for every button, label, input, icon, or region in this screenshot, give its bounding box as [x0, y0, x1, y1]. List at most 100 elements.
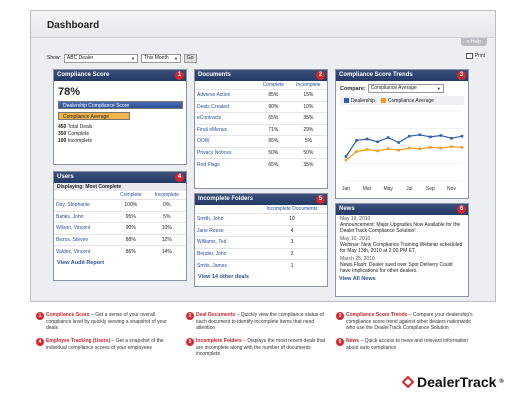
- series-line-average: [345, 146, 463, 161]
- users-name-header: [54, 191, 114, 200]
- news-item[interactable]: May 19, 2010 Announcement: Major Upgrades…: [336, 215, 468, 235]
- go-button[interactable]: Go: [183, 53, 197, 63]
- users-panel: Users 4 Displaying: Most Complete Comple…: [53, 171, 187, 281]
- user-complete: 95%: [114, 210, 148, 223]
- news-item[interactable]: March 25, 2010 News Flash: Dealer sued ov…: [336, 255, 468, 275]
- feature-note: 5 Incomplete Folders – Displays the most …: [186, 338, 326, 358]
- stat-count: 350: [58, 131, 67, 137]
- number-badge: 1: [36, 312, 44, 320]
- document-name-link[interactable]: Red Flags: [195, 158, 257, 170]
- document-name-link[interactable]: Adverse Action: [195, 89, 257, 101]
- user-name-link[interactable]: Valdez, Vincent: [54, 245, 114, 257]
- x-tick-label: Nov: [447, 186, 456, 192]
- number-badge: 5: [316, 195, 325, 204]
- folder-name-link[interactable]: Smits, James: [195, 259, 257, 271]
- compare-select[interactable]: Compliance Average ▼: [367, 84, 444, 93]
- document-complete: 71%: [257, 123, 290, 136]
- note-text: – Get a snapshot of the individual compl…: [46, 338, 164, 351]
- document-name-link[interactable]: OOW: [195, 135, 257, 147]
- stat-label: Complete: [67, 131, 90, 137]
- note-text: – Displays the most recent deals that ar…: [196, 338, 326, 357]
- average-swatch: [380, 97, 386, 103]
- help-button[interactable]: ▾ Help: [460, 38, 487, 46]
- filter-toolbar: Show: ABC Dealer ▼ This Month ▼ Go: [47, 52, 197, 64]
- folders-count-header: Incomplete Documents: [266, 206, 318, 212]
- user-complete: 100%: [114, 199, 148, 211]
- document-name-link[interactable]: Privacy Notices: [195, 146, 257, 159]
- document-name-link[interactable]: Deals Created: [195, 100, 257, 113]
- chevron-down-icon: ▼: [436, 86, 441, 91]
- data-point: [407, 146, 411, 150]
- user-name-link[interactable]: Wilson, Vincent: [54, 222, 114, 234]
- x-tick-label: Jan: [342, 186, 350, 192]
- folder-name-link[interactable]: Bender, John: [195, 247, 257, 260]
- document-incomplete: 35%: [289, 112, 327, 124]
- number-badge: 3: [457, 71, 466, 80]
- dealer-select[interactable]: ABC Dealer ▼: [63, 53, 138, 63]
- document-name-link[interactable]: eContracts: [195, 112, 257, 124]
- document-complete: 65%: [257, 158, 290, 170]
- user-incomplete: 5%: [147, 210, 186, 223]
- table-row: Bender, John 2: [195, 247, 327, 260]
- view-all-news-link[interactable]: View All News: [339, 276, 376, 282]
- document-complete: 90%: [257, 100, 290, 113]
- print-button[interactable]: Print: [465, 53, 485, 59]
- series-line-dealership: [345, 134, 463, 157]
- legend-label: Dealership: [351, 97, 375, 104]
- data-point: [386, 136, 390, 139]
- folder-name-link[interactable]: Jane Reese: [195, 224, 257, 237]
- note-title: Compliance Score: [46, 312, 90, 318]
- legend-label: Compliance Average: [387, 97, 434, 104]
- note-text: – Quick access to news and relevant info…: [346, 338, 469, 351]
- user-incomplete: 12%: [147, 233, 186, 246]
- folders-table: Incomplete Documents Smith, John 10 Jane R…: [195, 205, 327, 271]
- table-row: Day, Stephanie 100% 0%: [54, 199, 186, 211]
- data-point: [344, 155, 348, 158]
- user-name-link[interactable]: Banks, John: [54, 210, 114, 223]
- trends-panel: Compliance Score Trends 3 Compare: Compl…: [335, 69, 469, 199]
- chevron-down-icon: ▼: [173, 55, 178, 61]
- user-name-link[interactable]: Day, Stephanie: [54, 199, 114, 211]
- view-audit-report-link[interactable]: View Audit Report: [57, 260, 105, 266]
- data-point: [418, 133, 422, 137]
- dealer-score-bar: Dealership Compliance Score: [58, 101, 183, 109]
- document-incomplete: 50%: [289, 146, 327, 159]
- number-badge: 4: [36, 338, 44, 346]
- trends-title: Compliance Score Trends: [339, 72, 413, 78]
- folder-count: 4: [257, 224, 327, 237]
- note-text: – Quickly view the compliance status of …: [196, 312, 324, 331]
- data-point: [439, 134, 443, 137]
- user-incomplete: 10%: [147, 222, 186, 234]
- view-other-deals-link[interactable]: View 14 other deals: [198, 274, 249, 280]
- document-complete: 65%: [257, 112, 290, 124]
- user-incomplete: 0%: [147, 199, 186, 211]
- user-complete: 88%: [114, 233, 148, 246]
- table-row: Bezos, Steven 88% 12%: [54, 233, 186, 246]
- data-point: [439, 146, 443, 150]
- chevron-down-icon: ▼: [130, 55, 135, 61]
- document-incomplete: 15%: [289, 89, 327, 101]
- data-point: [397, 148, 401, 152]
- table-row: Red Flags 65% 35%: [195, 158, 327, 170]
- document-incomplete: 5%: [289, 135, 327, 147]
- user-name-link[interactable]: Bezos, Steven: [54, 233, 114, 246]
- period-select[interactable]: This Month ▼: [140, 53, 181, 63]
- table-row: Deals Created 90% 10%: [195, 100, 327, 113]
- users-incomplete-header: Incomplete: [154, 192, 180, 198]
- data-point: [376, 140, 379, 144]
- folder-name-link[interactable]: Smith, John: [195, 213, 257, 225]
- table-row: Smits, James 1: [195, 259, 327, 271]
- news-item[interactable]: May 10, 2010 Webinar: New Compliance Trai…: [336, 235, 468, 255]
- document-incomplete: 10%: [289, 100, 327, 113]
- document-name-link[interactable]: Final eMenus: [195, 123, 257, 136]
- x-tick-label: May: [383, 186, 393, 192]
- compliance-score-title: Compliance Score: [57, 72, 110, 78]
- documents-incomplete-header: Incomplete: [296, 82, 321, 88]
- data-point: [355, 139, 358, 142]
- documents-complete-header: Complete: [262, 82, 285, 88]
- folder-name-link[interactable]: Williams, Ted: [195, 236, 257, 248]
- document-complete: 85%: [257, 89, 290, 101]
- incomplete-folders-panel: Incomplete Folders 5 Incomplete Document…: [194, 193, 328, 287]
- trend-chart: Jan Mar May Jul Sep Nov: [342, 110, 464, 192]
- number-badge: 2: [186, 312, 194, 320]
